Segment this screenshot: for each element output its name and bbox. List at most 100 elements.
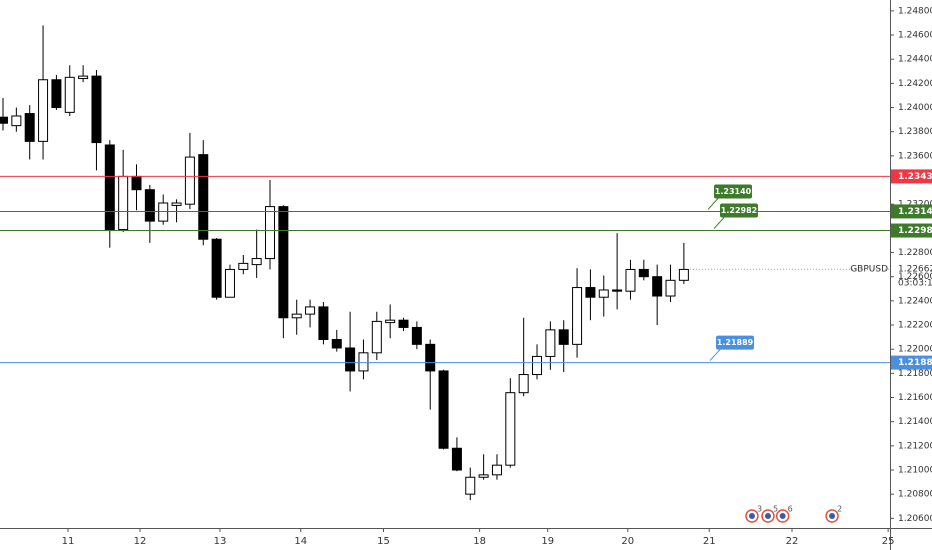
level-axis-label: 1.23430 bbox=[898, 172, 932, 182]
candle-body bbox=[265, 206, 276, 260]
y-tick-label: 1.22800 bbox=[898, 248, 932, 258]
event-count: 2 bbox=[837, 505, 842, 514]
candle-body bbox=[598, 289, 609, 298]
candle-body bbox=[291, 313, 302, 319]
y-tick-label: 1.23600 bbox=[898, 151, 932, 161]
candle-body bbox=[678, 268, 689, 281]
candle-body bbox=[505, 392, 516, 466]
candle-body bbox=[171, 202, 182, 206]
candle-body bbox=[572, 287, 583, 345]
x-tick-label: 20 bbox=[621, 536, 634, 547]
event-icon-core bbox=[748, 513, 755, 519]
candle-body bbox=[532, 355, 543, 376]
candle-body bbox=[278, 206, 289, 319]
candle-body bbox=[331, 339, 342, 349]
candle-body bbox=[211, 238, 222, 298]
level-tag-label: 1.22982 bbox=[721, 206, 757, 215]
x-tick-label: 22 bbox=[786, 536, 799, 547]
candle-body bbox=[238, 262, 249, 270]
level-tag-label: 1.23140 bbox=[715, 187, 752, 196]
candle-body bbox=[385, 319, 396, 324]
x-tick-label: 14 bbox=[294, 536, 307, 547]
candle-body bbox=[24, 113, 35, 142]
level-tag bbox=[716, 335, 754, 350]
candle-body bbox=[652, 276, 663, 297]
candle-body bbox=[118, 175, 129, 231]
y-tick-label: 1.22200 bbox=[898, 321, 932, 331]
y-tick-label: 1.24400 bbox=[898, 55, 932, 65]
candle-body bbox=[358, 352, 369, 372]
candle-body bbox=[612, 289, 623, 292]
candle-body bbox=[398, 319, 409, 328]
candle-body bbox=[144, 189, 155, 222]
y-tick-label: 1.20600 bbox=[898, 514, 932, 524]
event-icon-core bbox=[779, 513, 786, 519]
candle-body bbox=[38, 79, 49, 142]
candle-body bbox=[558, 329, 569, 345]
level-axis-tag bbox=[891, 223, 932, 238]
event-icon-core bbox=[764, 513, 771, 519]
y-tick-label: 1.21800 bbox=[898, 369, 932, 379]
candle-body bbox=[78, 75, 89, 80]
y-tick-label: 1.24000 bbox=[898, 103, 932, 113]
candle-body bbox=[585, 287, 596, 298]
candle-body bbox=[438, 370, 449, 449]
candle-body bbox=[665, 279, 676, 297]
y-tick-label: 1.24800 bbox=[898, 6, 932, 16]
candle-body bbox=[11, 115, 22, 127]
x-tick-label: 13 bbox=[214, 536, 227, 547]
x-tick-label: 11 bbox=[62, 536, 75, 547]
y-tick-label: 1.21000 bbox=[898, 466, 932, 476]
candle-body bbox=[91, 75, 102, 144]
level-tag-pointer bbox=[707, 198, 719, 210]
level-tag-pointer bbox=[709, 349, 721, 361]
level-axis-tag bbox=[891, 355, 932, 370]
candle-body bbox=[491, 464, 502, 476]
symbol-label: GBPUSD bbox=[850, 265, 888, 275]
y-tick-label: 1.21600 bbox=[898, 393, 932, 403]
candle-body bbox=[104, 144, 115, 231]
y-tick-label: 1.22000 bbox=[898, 345, 932, 355]
x-tick-label: 21 bbox=[703, 536, 716, 547]
last-price-label: 1.22662 bbox=[898, 265, 932, 275]
countdown-label: 03:03:13 bbox=[898, 279, 932, 289]
y-tick-label: 1.22400 bbox=[898, 296, 932, 306]
candle-body bbox=[64, 76, 75, 113]
event-count: 5 bbox=[773, 505, 778, 514]
candle-body bbox=[0, 116, 9, 124]
x-tick-label: 25 bbox=[882, 536, 895, 547]
candle-body bbox=[425, 343, 436, 372]
y-tick-label: 1.24600 bbox=[898, 31, 932, 41]
candle-body bbox=[158, 202, 169, 222]
candle-body bbox=[184, 156, 195, 205]
level-axis-label: 1.21889 bbox=[898, 358, 932, 368]
y-tick-label: 1.23800 bbox=[898, 127, 932, 137]
candle-body bbox=[51, 79, 62, 109]
candle-body bbox=[224, 268, 235, 298]
y-tick-label: 1.20800 bbox=[898, 490, 932, 500]
candle-body bbox=[371, 320, 382, 354]
candle-body bbox=[518, 374, 529, 394]
candle-body bbox=[545, 329, 556, 357]
y-tick-label: 1.22600 bbox=[898, 272, 932, 282]
level-axis-tag bbox=[891, 204, 932, 219]
y-tick-label: 1.21400 bbox=[898, 417, 932, 427]
candle-body bbox=[465, 476, 476, 495]
level-tag bbox=[720, 203, 758, 218]
y-tick-label: 1.24200 bbox=[898, 79, 932, 89]
candle-body bbox=[251, 258, 262, 266]
event-count: 6 bbox=[788, 505, 793, 514]
x-tick-label: 15 bbox=[377, 536, 390, 547]
level-tag-pointer bbox=[713, 217, 725, 229]
candle-body bbox=[638, 268, 649, 278]
level-axis-tag bbox=[891, 169, 932, 184]
level-tag-label: 1.21889 bbox=[717, 338, 754, 347]
event-icon-core bbox=[829, 513, 836, 519]
x-tick-label: 12 bbox=[134, 536, 147, 547]
candle-body bbox=[411, 326, 422, 345]
candle-body bbox=[131, 175, 142, 191]
x-tick-label: 18 bbox=[473, 536, 486, 547]
event-count: 3 bbox=[757, 505, 762, 514]
